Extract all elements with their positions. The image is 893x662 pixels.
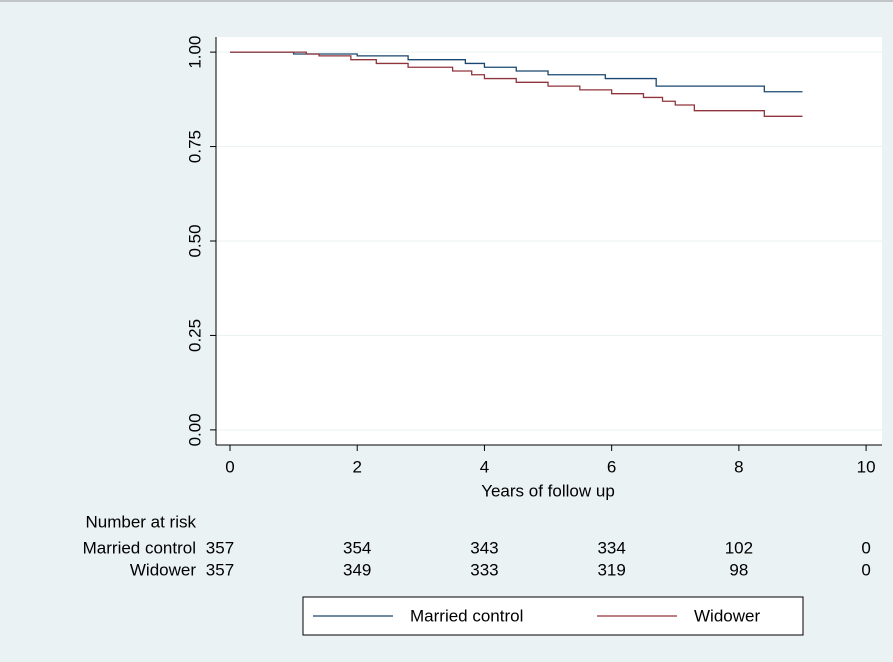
- risk-value: 343: [470, 538, 498, 557]
- x-tick-label: 2: [352, 457, 361, 476]
- legend: [302, 596, 804, 636]
- x-axis-label: Years of follow up: [481, 481, 615, 500]
- y-tick-label: 0.00: [185, 413, 204, 446]
- risk-row-label: Widower: [130, 560, 196, 579]
- y-tick-label: 0.25: [185, 319, 204, 352]
- risk-value: 334: [597, 538, 625, 557]
- legend-label: Widower: [694, 606, 760, 625]
- risk-value: 349: [343, 560, 371, 579]
- risk-value: 357: [206, 560, 234, 579]
- x-tick-label: 0: [225, 457, 234, 476]
- risk-row-label: Married control: [83, 538, 196, 557]
- risk-value: 98: [729, 560, 748, 579]
- risk-value: 102: [725, 538, 753, 557]
- risk-value: 319: [597, 560, 625, 579]
- survival-curve: [229, 51, 803, 93]
- x-tick-label: 6: [607, 457, 616, 476]
- x-tick-label: 10: [857, 457, 876, 476]
- y-tick-label: 1.00: [185, 36, 204, 69]
- risk-value: 357: [206, 538, 234, 557]
- risk-value: 0: [861, 560, 870, 579]
- risk-value: 333: [470, 560, 498, 579]
- x-tick-label: 4: [480, 457, 489, 476]
- y-tick-label: 0.75: [185, 130, 204, 163]
- x-tick-label: 8: [734, 457, 743, 476]
- y-tick-label: 0.50: [185, 224, 204, 257]
- survival-curve: [229, 51, 803, 117]
- risk-value: 354: [343, 538, 371, 557]
- risk-value: 0: [861, 538, 870, 557]
- risk-table-title: Number at risk: [85, 512, 196, 531]
- legend-label: Married control: [410, 606, 523, 625]
